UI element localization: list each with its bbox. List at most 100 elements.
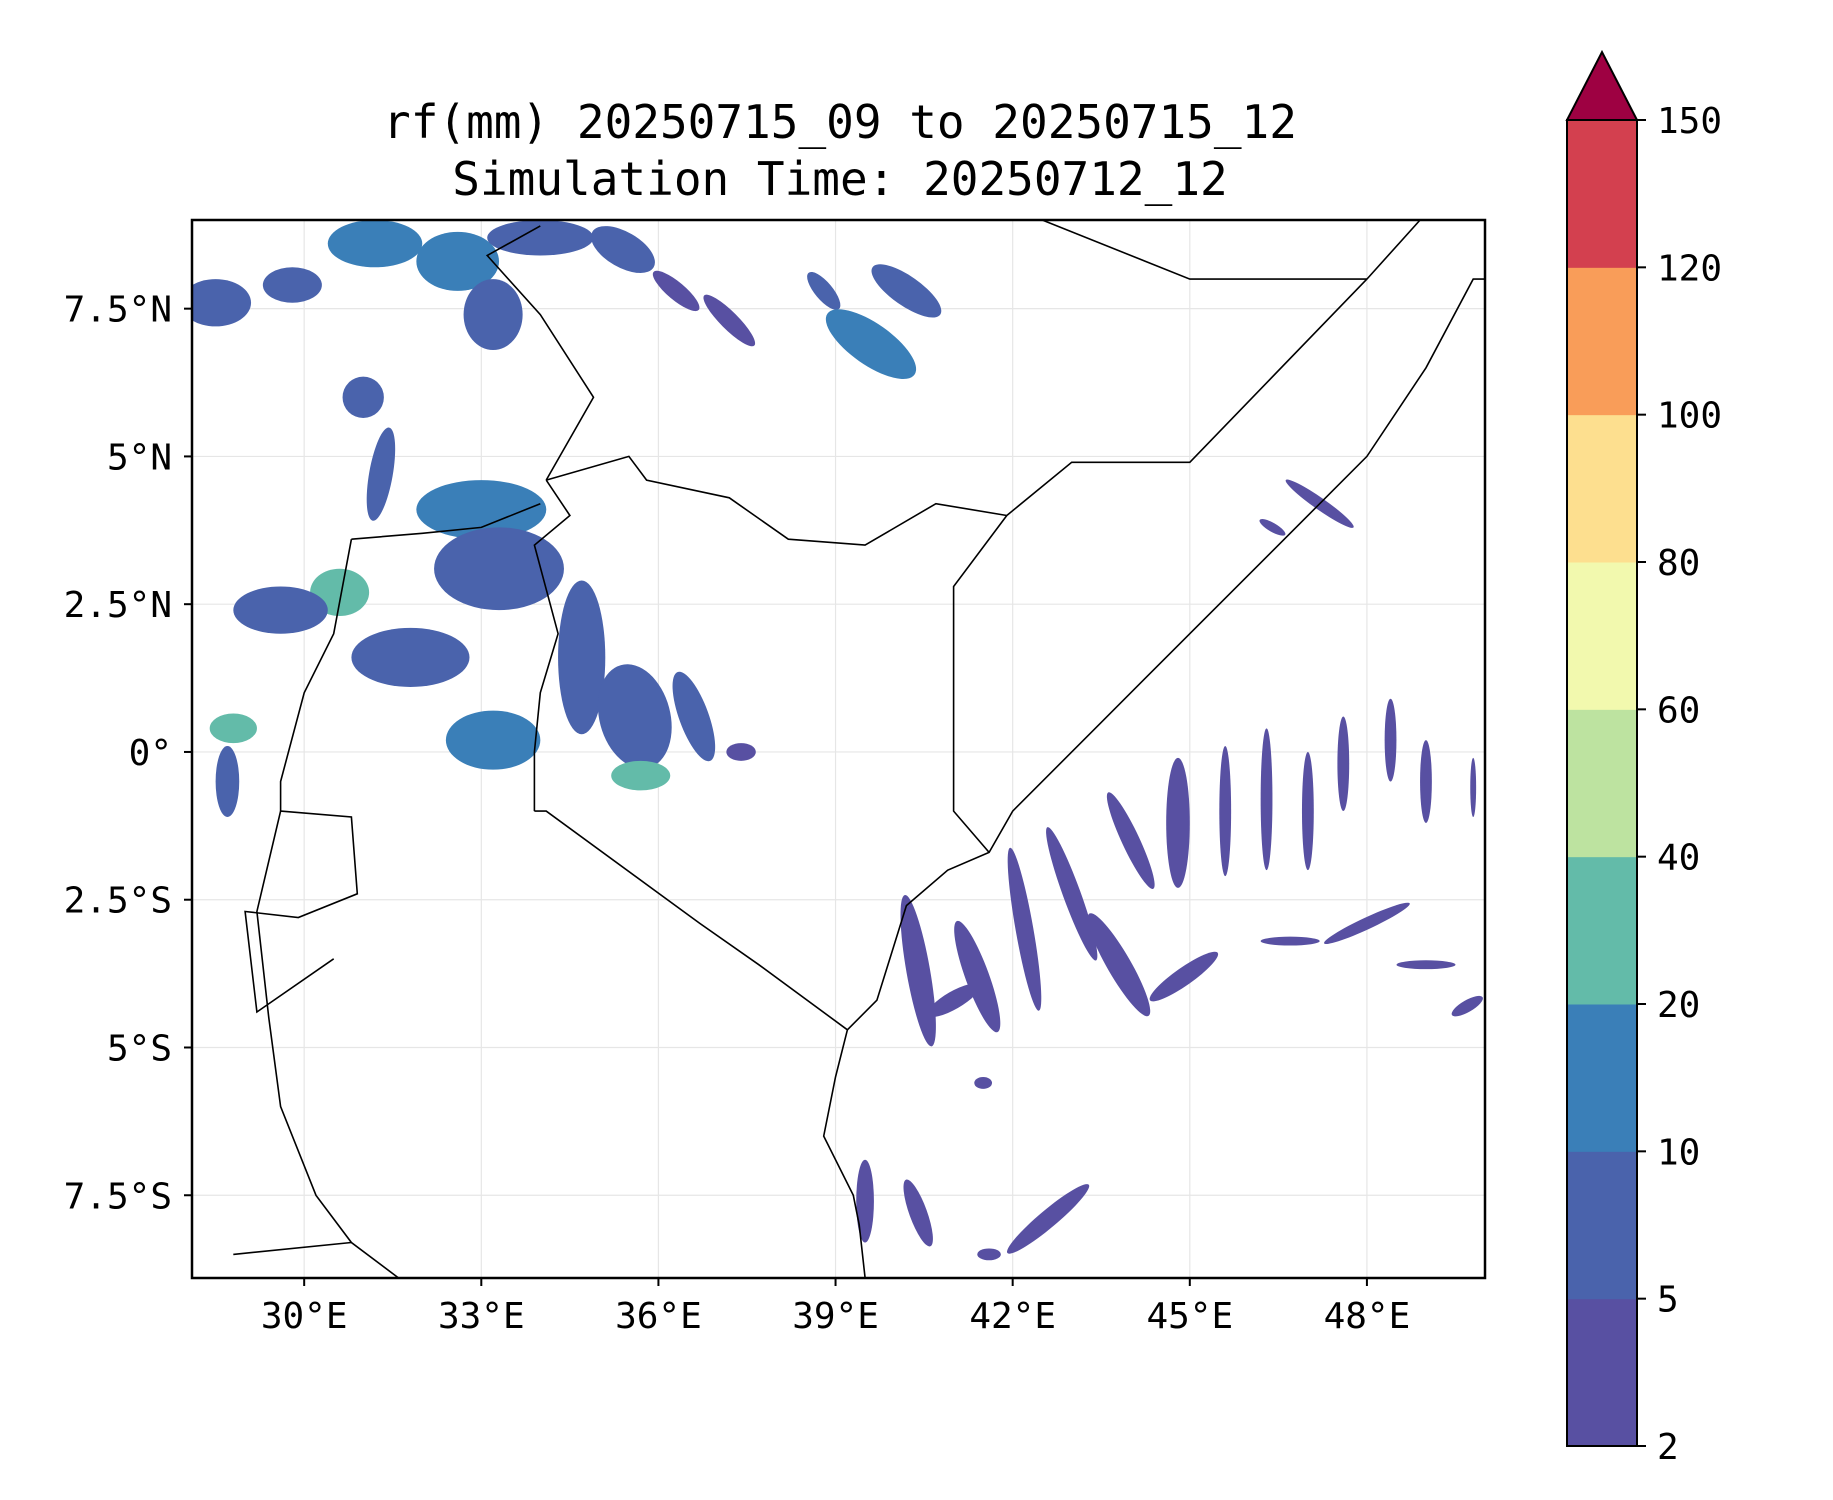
rain-cell — [927, 983, 980, 1017]
colorbar-tick-label: 120 — [1657, 248, 1722, 289]
colorbar-tick-label: 5 — [1657, 1280, 1679, 1321]
lat-tick-label: 5°S — [107, 1028, 172, 1069]
rain-cell — [856, 1159, 874, 1243]
map-subtitle: Simulation Time: 20250712_12 — [452, 152, 1228, 206]
border-ethiopia-somalia — [1006, 220, 1421, 517]
lat-tick-label: 2.5°S — [64, 881, 172, 922]
colorbar-segment — [1567, 1298, 1637, 1447]
rain-cell — [900, 894, 936, 1047]
rain-cell — [1219, 746, 1232, 877]
rain-cell — [1396, 960, 1456, 970]
colorbar-segment — [1567, 1151, 1637, 1300]
rain-cell — [611, 760, 671, 791]
lon-tick-label: 30°E — [261, 1296, 348, 1337]
colorbar-segment — [1567, 562, 1637, 710]
rain-cell — [1046, 827, 1098, 961]
rain-cell — [416, 480, 547, 540]
colorbar-tick-label: 10 — [1657, 1132, 1700, 1173]
gridlines — [192, 220, 1485, 1278]
rain-cell — [1149, 951, 1219, 1002]
lon-tick-label: 33°E — [438, 1296, 525, 1337]
lat-tick-label: 0° — [129, 733, 172, 774]
rain-cell — [1337, 716, 1350, 812]
lat-tick-label: 5°N — [107, 437, 172, 478]
rain-cell — [1260, 936, 1320, 946]
colorbar-segment — [1567, 1004, 1637, 1152]
rain-cell — [726, 743, 756, 761]
rain-cell — [487, 220, 594, 256]
border-east-coast — [846, 278, 1485, 1031]
rain-cell — [977, 1248, 1001, 1261]
rain-cell — [342, 376, 384, 419]
rain-cell — [215, 746, 240, 817]
rain-cell — [597, 664, 672, 769]
rain-cell — [1324, 902, 1410, 945]
rain-cell — [351, 627, 470, 687]
colorbar-tick-label: 60 — [1657, 690, 1700, 731]
border-uganda-drc — [279, 539, 353, 812]
border-somaliland-ethiopia — [1041, 220, 1367, 280]
map-frame — [190, 218, 1487, 1280]
longitude-axis: 30°E 33°E 36°E 39°E 42°E 45°E 48°E — [261, 1278, 1410, 1337]
rain-cell — [825, 309, 917, 379]
country-borders — [233, 220, 1485, 1278]
rain-cell — [1420, 740, 1432, 823]
rain-cell — [1106, 792, 1155, 889]
rain-cell — [1260, 728, 1273, 871]
border-uganda-kenya — [533, 479, 571, 812]
rain-cell — [591, 226, 655, 273]
rain-cell — [672, 671, 716, 762]
rainfall-field — [192, 220, 1483, 1261]
rain-cell — [1470, 757, 1477, 817]
rain-cell — [192, 279, 252, 327]
rain-cell — [703, 294, 756, 347]
rain-cell — [1301, 751, 1314, 871]
lon-tick-label: 42°E — [969, 1296, 1056, 1337]
rain-cell — [903, 1179, 933, 1247]
lat-tick-label: 7.5°S — [64, 1176, 172, 1217]
rain-cell — [1006, 1184, 1090, 1254]
rain-cell — [974, 1077, 993, 1089]
rain-cell — [463, 279, 523, 351]
border-tanzania-west — [256, 810, 400, 1278]
rain-cell — [1384, 698, 1397, 782]
colorbar-tick-label: 80 — [1657, 543, 1700, 584]
border-ethiopia-kenya — [545, 455, 1007, 546]
colorbar-tick-label: 40 — [1657, 838, 1700, 879]
border-zambia-tanzania — [233, 1241, 352, 1256]
border-uganda-sudan — [351, 502, 541, 540]
rain-cell — [954, 920, 1001, 1033]
border-tanzania-coast — [822, 1029, 866, 1278]
colorbar-tick-label: 100 — [1657, 396, 1722, 437]
lon-tick-label: 48°E — [1324, 1296, 1411, 1337]
rain-cell — [1259, 519, 1286, 536]
colorbar-extend-arrow — [1565, 49, 1639, 121]
map-title: rf(mm) 20250715_09 to 20250715_12 — [383, 95, 1297, 149]
rain-cell — [366, 427, 396, 521]
rain-cell — [558, 580, 606, 735]
colorbar-segment — [1567, 856, 1637, 1005]
lat-tick-label: 7.5°N — [64, 290, 172, 331]
lon-tick-label: 36°E — [615, 1296, 702, 1337]
rain-cell — [1087, 913, 1151, 1017]
rain-cell — [871, 264, 942, 318]
rain-cell — [1166, 757, 1190, 888]
rain-cell — [416, 231, 500, 291]
border-south-sudan-ethiopia — [485, 225, 595, 481]
rain-cell — [652, 270, 700, 312]
rain-cell — [262, 267, 322, 303]
colorbar-frame — [1566, 119, 1638, 1447]
lon-tick-label: 45°E — [1146, 1296, 1233, 1337]
rain-cell — [434, 527, 564, 611]
rain-cell — [1451, 995, 1483, 1017]
border-rwanda-burundi — [244, 810, 359, 1014]
colorbar-segment — [1567, 267, 1637, 416]
rain-cell — [327, 220, 423, 268]
rain-cell — [209, 713, 257, 744]
colorbar-tick-label: 150 — [1657, 101, 1722, 142]
rain-cell — [807, 271, 841, 310]
rain-cell — [445, 710, 541, 770]
colorbar-segment — [1567, 414, 1637, 563]
